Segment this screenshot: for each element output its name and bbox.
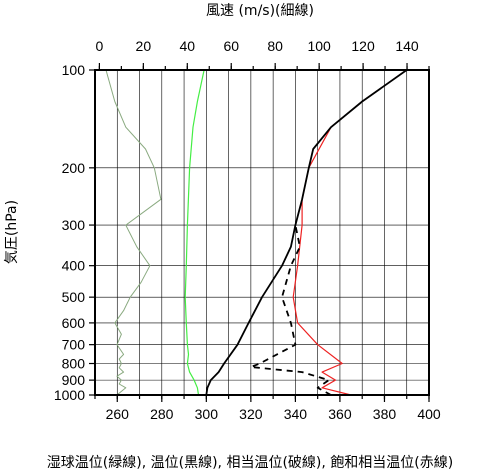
y-tick-label: 900 [62,372,86,388]
wind-speed-line [105,69,162,396]
x-top-tick-label: 0 [95,38,103,54]
y-tick-label: 100 [62,62,86,78]
bottom-axis-title: 湿球温位(緑線), 温位(黒線), 相当温位(破線), 飽和相当温位(赤線) [47,454,453,471]
y-tick-label: 400 [62,258,86,274]
equivalent-potential-line [249,224,332,396]
y-tick-label: 200 [62,160,86,176]
x-top-tick-label: 140 [395,38,419,54]
wet-bulb-potential-line [184,69,205,396]
x-top-tick-label: 40 [180,38,196,54]
saturated-equivalent-potential-line [292,69,408,396]
x-bottom-tick-label: 400 [417,406,441,422]
x-top-tick-label: 120 [351,38,375,54]
y-tick-label: 800 [62,356,86,372]
y-tick-label: 500 [62,289,86,305]
x-bottom-tick-label: 340 [284,406,308,422]
plot-frame [94,69,430,396]
y-tick-label: 700 [62,337,86,353]
y-tick-label: 600 [62,315,86,331]
x-bottom-tick-label: 300 [195,406,219,422]
top-axis-title: 風速 (m/s)(細線) [206,3,314,19]
x-top-tick-label: 60 [223,38,239,54]
x-bottom-tick-label: 380 [373,406,397,422]
x-top-tick-label: 20 [136,38,152,54]
y-tick-label: 300 [62,217,86,233]
series-layer [105,69,408,396]
x-bottom-tick-label: 280 [150,406,174,422]
x-top-tick-label: 100 [307,38,331,54]
y-tick-label: 1000 [54,387,85,403]
x-bottom-tick-label: 360 [328,406,352,422]
potential-temperature-line [205,69,408,396]
x-bottom-tick-label: 320 [239,406,263,422]
y-axis-title: 気圧(hPa) [4,200,20,264]
x-bottom-tick-label: 260 [106,406,130,422]
grid [94,69,430,396]
x-top-tick-label: 80 [267,38,283,54]
